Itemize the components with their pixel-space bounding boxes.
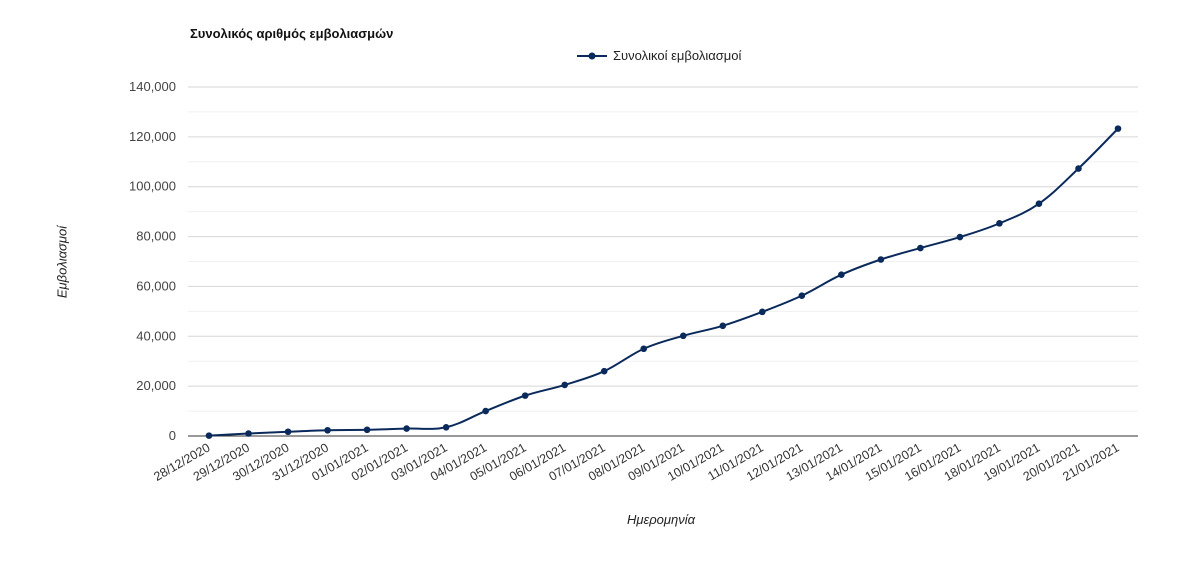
- data-point: [798, 292, 806, 299]
- data-point: [1114, 125, 1122, 132]
- data-point: [759, 308, 766, 316]
- data-point: [442, 423, 450, 431]
- series-line: [208, 127, 1119, 437]
- data-point: [521, 392, 529, 399]
- legend-series-label: Συνολικοί εμβολιασμοί: [613, 48, 742, 63]
- y-tick-label: 0: [169, 428, 176, 443]
- data-point: [324, 426, 331, 434]
- legend-series-marker: [577, 52, 607, 59]
- data-point: [640, 345, 648, 353]
- data-point: [1075, 165, 1082, 172]
- y-tick-label: 80,000: [136, 229, 176, 244]
- data-point: [877, 256, 885, 263]
- data-point: [838, 271, 845, 279]
- data-point: [956, 233, 964, 241]
- data-point: [363, 426, 371, 434]
- data-point: [1035, 200, 1043, 207]
- y-tick-label: 20,000: [136, 378, 176, 393]
- y-tick-label: 140,000: [129, 79, 176, 94]
- data-point: [403, 425, 410, 432]
- data-point: [600, 367, 608, 375]
- x-axis-title: Ημερομηνία: [626, 512, 696, 527]
- data-point: [561, 381, 568, 389]
- chart-title: Συνολικός αριθμός εμβολιασμών: [190, 26, 394, 41]
- data-point: [205, 432, 213, 439]
- data-point: [245, 430, 252, 437]
- data-point: [284, 428, 292, 436]
- data-point: [679, 332, 687, 340]
- y-tick-label: 100,000: [129, 179, 176, 194]
- data-point: [482, 407, 489, 415]
- legend[interactable]: Συνολικοί εμβολιασμοί: [577, 48, 741, 63]
- y-tick-label: 120,000: [129, 129, 176, 144]
- data-point: [719, 322, 727, 330]
- data-point: [917, 244, 924, 252]
- data-point: [996, 220, 1003, 227]
- y-tick-label: 60,000: [136, 278, 176, 293]
- y-tick-label: 40,000: [136, 328, 176, 343]
